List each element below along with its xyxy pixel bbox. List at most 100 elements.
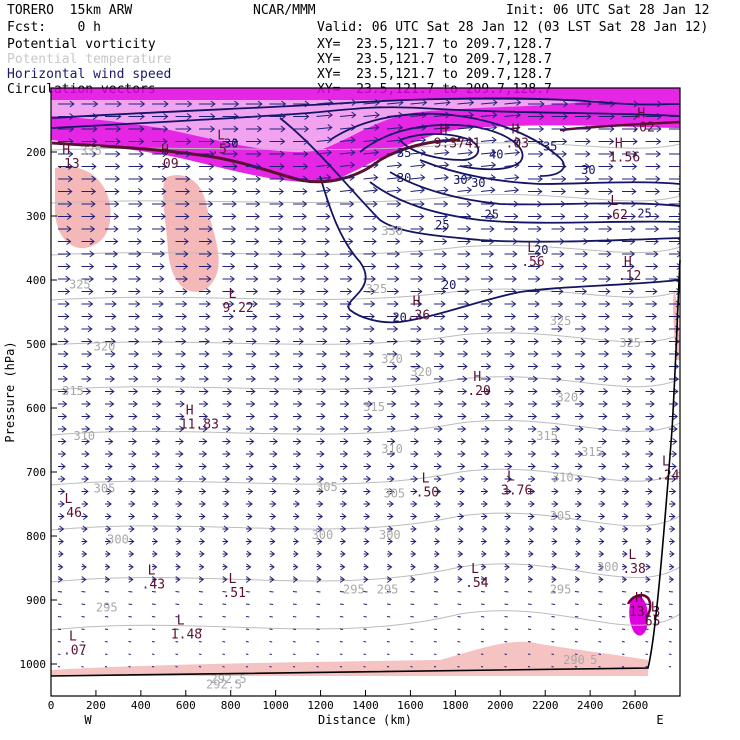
vector-arrow — [316, 177, 331, 180]
vector-arrowhead — [57, 576, 64, 583]
vector-arrowhead — [177, 500, 183, 508]
vector-arrowhead — [66, 213, 72, 220]
vector-arrowhead — [676, 263, 680, 270]
wind-label: 25 — [637, 206, 651, 220]
vector-arrowhead — [489, 238, 495, 245]
vector-arrowhead — [630, 213, 636, 220]
vector-arrow — [316, 139, 332, 142]
vector-arrowhead — [487, 313, 493, 320]
vector-arrowhead — [623, 525, 629, 533]
extremum-type: L — [228, 572, 236, 587]
vector-arrowhead — [346, 288, 353, 295]
vector-arrowhead — [205, 300, 211, 308]
vector-arrowhead — [67, 188, 73, 195]
theta-label: 292.5 — [210, 672, 246, 686]
vector-arrowhead — [85, 400, 91, 408]
pv-contour-east — [559, 120, 680, 132]
vector-arrowhead — [113, 238, 119, 245]
vector-arrowhead — [528, 563, 534, 571]
vector-arrowhead — [226, 413, 232, 420]
vector-arrowhead — [271, 500, 277, 508]
vector-arrowhead — [107, 463, 113, 470]
vector-arrowhead — [505, 513, 512, 520]
vector-arrowhead — [207, 238, 213, 245]
vector-arrowhead — [198, 576, 205, 583]
vector-arrowhead — [463, 325, 469, 333]
y-tick-label: 300 — [26, 210, 46, 223]
vector-arrowhead — [445, 99, 451, 106]
vector-arrowhead — [561, 175, 567, 183]
vector-arrowhead — [204, 350, 210, 358]
vector-arrowhead — [129, 550, 135, 558]
vector-arrowhead — [537, 175, 543, 183]
vector-arrowhead — [578, 425, 584, 433]
vector-arrowhead — [368, 363, 374, 370]
vector-arrowhead — [327, 124, 333, 131]
vector-arrowhead — [558, 300, 564, 308]
vector-arrowhead — [109, 375, 115, 383]
vector-arrow — [81, 603, 86, 605]
vector-arrow — [269, 641, 273, 643]
vector-arrowhead — [256, 125, 263, 133]
vector-arrowhead — [539, 113, 545, 120]
vector-arrowhead — [441, 250, 448, 258]
vector-arrow — [668, 616, 673, 618]
x-tick-label: 2000 — [487, 699, 514, 712]
vector-arrow — [292, 628, 297, 630]
vector-arrowhead — [228, 313, 235, 320]
vector-arrowhead — [578, 438, 584, 445]
vector-arrowhead — [319, 438, 325, 445]
vector-arrowhead — [578, 413, 585, 420]
vector-arrow — [480, 127, 497, 130]
vector-arrowhead — [608, 150, 615, 158]
vector-arrowhead — [113, 213, 119, 220]
vector-arrowhead — [162, 150, 168, 158]
vector-arrowhead — [585, 138, 591, 145]
init-time: Init: 06 UTC Sat 28 Jan 12 — [506, 3, 710, 18]
vector-arrowhead — [131, 463, 137, 470]
vector-arrow — [574, 616, 579, 618]
y-tick-label: 700 — [26, 466, 46, 479]
vector-arrowhead — [607, 225, 613, 233]
vector-arrowhead — [275, 338, 281, 345]
vector-arrowhead — [319, 450, 325, 458]
vector-arrowhead — [182, 288, 188, 295]
extremum-value: .51 — [222, 586, 245, 601]
vector-arrowhead — [175, 563, 181, 571]
vector-arrowhead — [536, 213, 542, 220]
vector-arrowhead — [487, 288, 494, 295]
vector-arrowhead — [535, 250, 542, 258]
vector-arrowhead — [107, 475, 113, 483]
vector-arrowhead — [394, 275, 400, 283]
vector-arrowhead — [575, 550, 581, 558]
vector-arrowhead — [413, 450, 419, 458]
vector-arrow — [433, 591, 438, 593]
vector-arrow — [104, 653, 108, 655]
vector-arrowhead — [323, 300, 329, 308]
wind-label: 20 — [442, 278, 456, 292]
vector-arrowhead — [506, 488, 512, 495]
vector-arrow — [363, 591, 368, 593]
vector-arrowhead — [486, 350, 492, 358]
vector-arrow — [598, 603, 603, 605]
theta-label: 300 — [312, 528, 334, 542]
x-tick-label: 1200 — [307, 699, 334, 712]
vector-arrowhead — [227, 363, 233, 370]
vector-arrow — [339, 177, 355, 180]
theta-label: 300 — [597, 560, 619, 574]
vector-arrow — [386, 628, 391, 630]
vector-arrowhead — [162, 125, 169, 133]
vector-arrowhead — [605, 288, 611, 295]
vector-arrowhead — [532, 375, 538, 383]
vector-arrowhead — [248, 488, 254, 495]
vector-arrowhead — [347, 263, 353, 270]
vector-arrowhead — [228, 338, 234, 345]
vector-arrowhead — [257, 113, 263, 120]
vector-arrow — [316, 628, 320, 630]
vector-arrow — [316, 666, 319, 668]
vector-arrowhead — [536, 225, 542, 233]
vector-arrow — [480, 102, 497, 105]
vector-arrowhead — [161, 188, 167, 195]
vector-arrowhead — [279, 175, 285, 183]
vector-arrowhead — [115, 125, 122, 133]
